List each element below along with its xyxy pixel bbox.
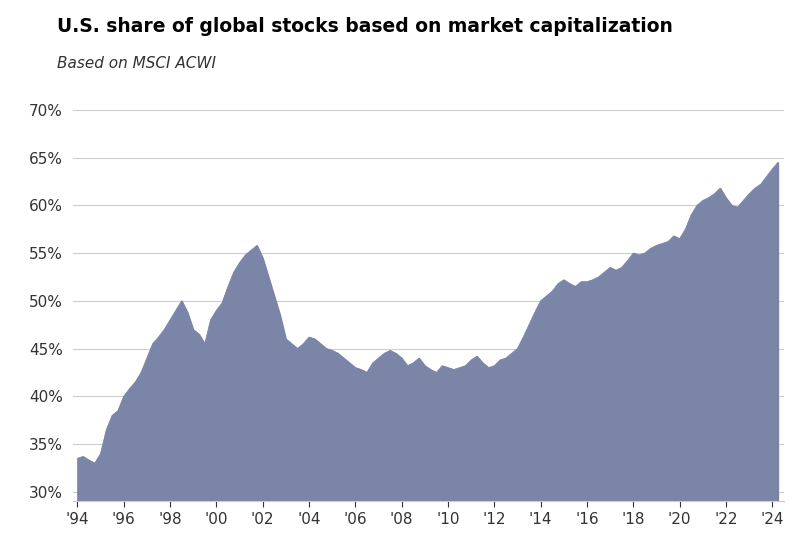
Text: U.S. share of global stocks based on market capitalization: U.S. share of global stocks based on mar… <box>57 17 672 36</box>
Text: Based on MSCI ACWI: Based on MSCI ACWI <box>57 56 216 71</box>
